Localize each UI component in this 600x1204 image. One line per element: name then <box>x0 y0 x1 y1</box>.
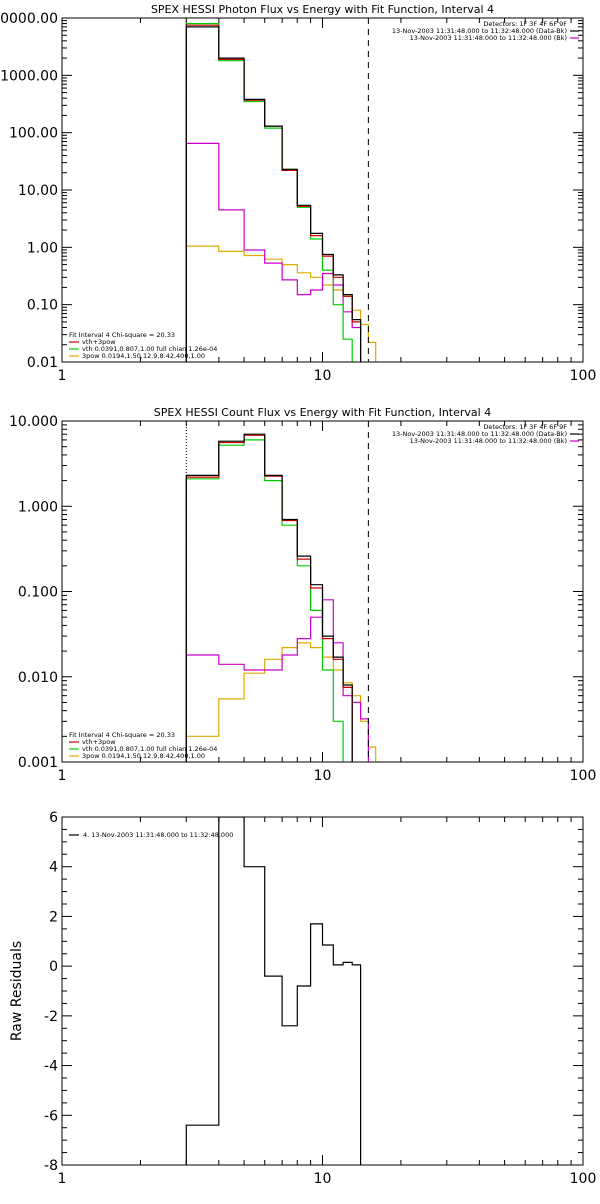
legend-entry: vth+3pow <box>82 338 116 346</box>
series-vth <box>185 439 344 762</box>
legend-entry: 4. 13-Nov-2003 11:31:48.000 to 11:32:48.… <box>83 831 233 839</box>
y-tick-label: 0.100 <box>18 585 58 601</box>
panel-1: SPEX HESSI Photon Flux vs Energy with Fi… <box>0 3 596 384</box>
y-tick-label: -4 <box>44 1059 58 1075</box>
header-line: 13-Nov-2003 11:31:48.000 to 11:32:48.000… <box>392 27 567 35</box>
y-tick-label: 0 <box>49 959 58 975</box>
x-tick-label: 1 <box>58 1171 67 1187</box>
panel-2: SPEX HESSI Count Flux vs Energy with Fit… <box>9 406 596 784</box>
legend-entry: vth 0.0391,0.807,1.00 full chian 1.26e-0… <box>82 345 217 353</box>
plot-frame <box>61 420 584 763</box>
plot-area <box>185 23 377 362</box>
chart-title: SPEX HESSI Photon Flux vs Energy with Fi… <box>151 3 494 16</box>
header-line: Detectors: 1F 3F 4F 6F 9F <box>483 423 567 431</box>
x-tick-label: 1 <box>58 768 67 784</box>
series-bk <box>185 142 362 362</box>
series-vth <box>185 23 353 362</box>
legend-entry: Fit Interval 4 Chi-square = 20.33 <box>69 331 175 339</box>
series-vth-3pow <box>185 434 353 762</box>
y-tick-label: 0.001 <box>18 755 58 771</box>
legend-entry: 3pow 0.0194,1.50,12.9,8.42,400,1.00 <box>82 752 205 760</box>
plot-frame <box>61 17 584 363</box>
series-residuals <box>185 817 362 1165</box>
y-tick-label: 100.00 <box>9 126 58 142</box>
y-tick-label: 0.01 <box>27 355 58 371</box>
y-tick-label: 0.010 <box>18 670 58 686</box>
x-tick-label: 10 <box>314 768 332 784</box>
x-tick-label: 100 <box>570 1171 597 1187</box>
y-tick-label: 10000.00 <box>0 11 58 27</box>
header-line: 13-Nov-2003 11:31:48.000 to 11:32:48.000… <box>410 34 567 42</box>
header-line: Detectors: 1F 3F 4F 6F 9F <box>483 20 567 28</box>
y-tick-label: -6 <box>44 1108 58 1124</box>
x-tick-label: 100 <box>570 768 597 784</box>
y-tick-label: -8 <box>44 1158 58 1174</box>
series-vth-3pow <box>185 24 362 362</box>
plot-frame <box>61 816 584 1166</box>
y-tick-label: 6 <box>49 810 58 826</box>
x-tick-label: 10 <box>314 1171 332 1187</box>
x-tick-label: 1 <box>58 368 67 384</box>
y-tick-label: 4 <box>49 860 58 876</box>
axis-ticks <box>61 17 584 363</box>
y-tick-label: 10.00 <box>18 183 58 199</box>
series-bk <box>185 599 369 762</box>
panel-3: Raw Residuals 1 10 100 -8 -6 -4 -2 0 2 4 6 4. 13-Nov… <box>9 810 596 1187</box>
y-tick-label: 2 <box>49 909 58 925</box>
chart-title: SPEX HESSI Count Flux vs Energy with Fit… <box>154 406 491 419</box>
x-tick-label: 10 <box>314 368 332 384</box>
header-line: 13-Nov-2003 11:31:48.000 to 11:32:48.000… <box>410 437 567 445</box>
series-data-bk <box>185 26 362 362</box>
legend-entry: vth 0.0391,0.807,1.00 full chian 1.26e-0… <box>82 745 217 753</box>
legend-entry: 3pow 0.0194,1.50,12.9,8.42,400,1.00 <box>82 352 205 360</box>
legend-entry: vth+3pow <box>82 738 116 746</box>
x-tick-label: 100 <box>570 368 597 384</box>
series-data-bk <box>185 433 353 762</box>
header-line: 13-Nov-2003 11:31:48.000 to 11:32:48.000… <box>392 430 567 438</box>
plot-area <box>185 817 362 1165</box>
y-tick-label: 1.000 <box>18 499 58 515</box>
y-tick-label: 0.10 <box>27 298 58 314</box>
legend-entry: Fit Interval 4 Chi-square = 20.33 <box>69 731 175 739</box>
y-tick-label: 10.000 <box>9 414 58 430</box>
y-tick-label: -2 <box>44 1009 58 1025</box>
y-tick-label: 1000.00 <box>0 68 58 84</box>
y-axis-label: Raw Residuals <box>9 941 25 1041</box>
y-tick-label: 1.00 <box>27 240 58 256</box>
axis-ticks <box>61 816 584 1166</box>
plot-area <box>185 433 384 762</box>
